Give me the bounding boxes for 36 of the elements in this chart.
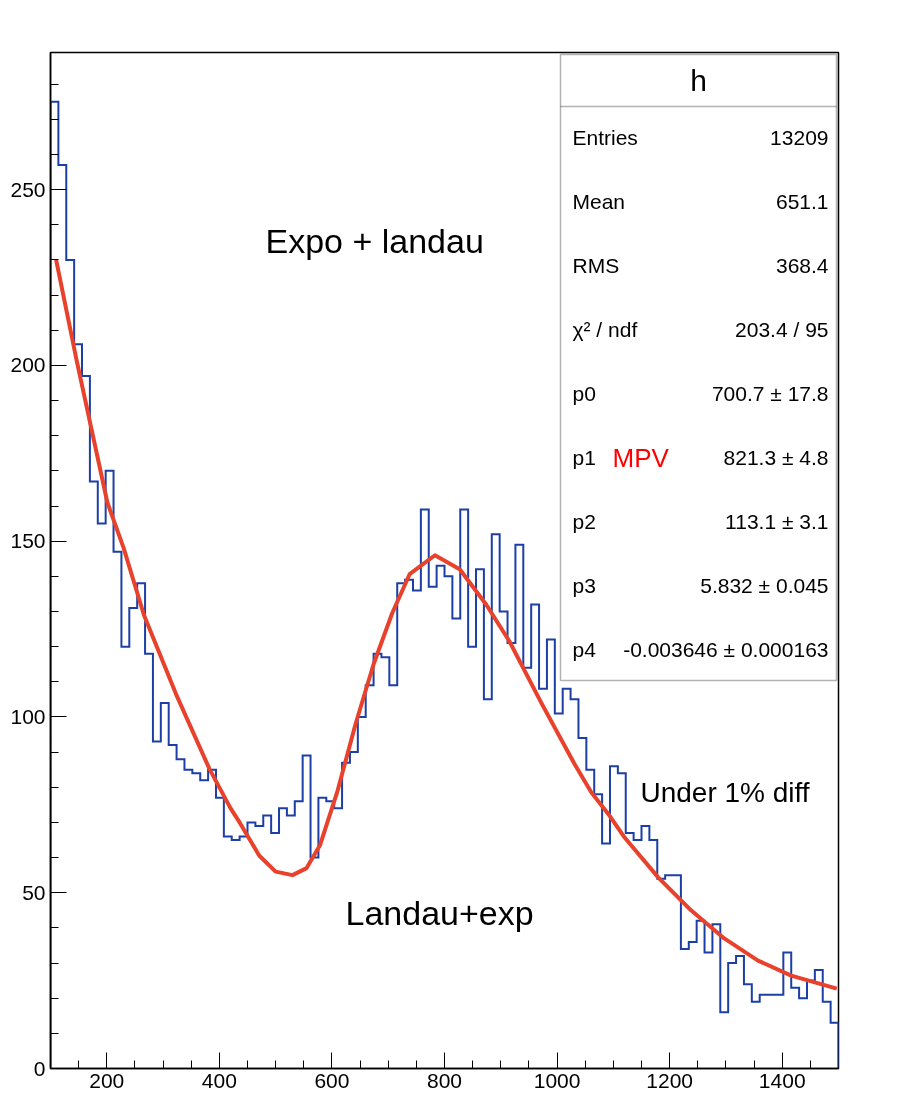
annotation: 5.832 ± 0.045 (700, 574, 829, 597)
annotation: RMS (572, 254, 620, 277)
annotation: 113.1 ± 3.1 (725, 510, 829, 533)
annotation: χ² / ndf (572, 318, 638, 341)
y-tick-label: 200 (10, 353, 46, 377)
annotation: 700.7 ± 17.8 (711, 382, 829, 405)
y-tick-label: 150 (10, 529, 46, 553)
x-tick-label: 600 (314, 1068, 350, 1092)
annotation: p2 (572, 510, 596, 533)
annotation: 13209 (770, 125, 829, 149)
y-tick-label: 50 (22, 880, 46, 904)
annotation: MPV (612, 442, 670, 473)
x-tick-label: 1400 (758, 1068, 806, 1092)
annotation: -0.003646 ± 0.000163 (623, 638, 829, 661)
y-tick-label: 100 (10, 704, 46, 728)
annotation: p3 (572, 574, 596, 597)
x-tick-label: 400 (201, 1068, 237, 1092)
annotation: p0 (572, 382, 596, 405)
annotation: h (690, 64, 707, 97)
annotation: 203.4 / 95 (735, 318, 829, 341)
annotation: 651.1 (775, 189, 829, 213)
x-tick-label: 800 (426, 1068, 463, 1092)
annotation: 821.3 ± 4.8 (723, 446, 829, 469)
annotation: Under 1% diff (640, 777, 810, 808)
y-tick-label: 0 (33, 1056, 46, 1080)
annotation: Entries (572, 126, 638, 149)
annotation: Mean (572, 190, 626, 213)
x-tick-label: 1000 (533, 1068, 581, 1092)
annotation: 368.4 (775, 253, 829, 277)
y-tick-label: 250 (10, 177, 46, 201)
annotation: Landau+exp (345, 893, 534, 932)
annotation: p4 (572, 638, 597, 661)
annotation: p1 (572, 446, 596, 469)
x-tick-label: 1200 (646, 1068, 693, 1092)
annotation: Expo + landau (265, 221, 484, 260)
x-tick-label: 200 (89, 1068, 125, 1092)
